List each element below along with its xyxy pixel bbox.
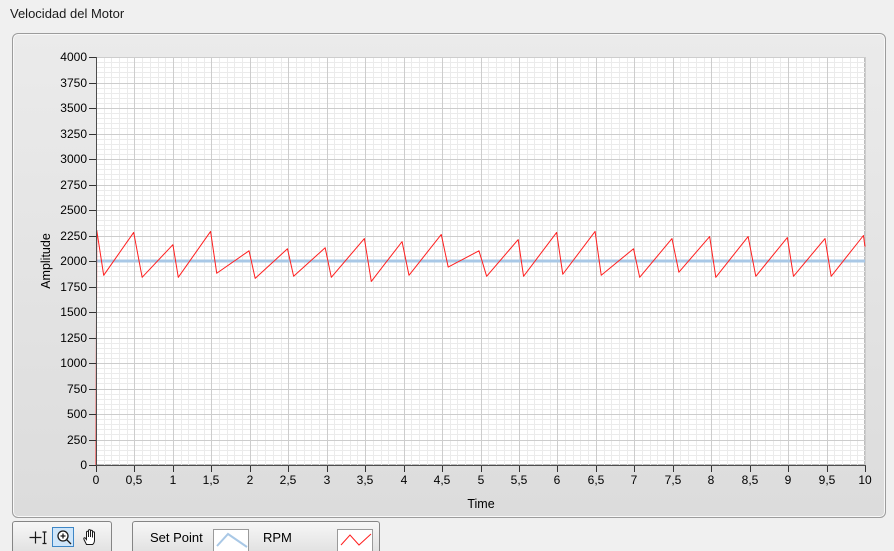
x-tick-label: 4 bbox=[401, 473, 408, 487]
y-tick-label: 2000 bbox=[60, 254, 87, 268]
legend-label-rpm: RPM bbox=[263, 530, 292, 545]
series-line-rpm bbox=[95, 229, 866, 466]
y-tick-label: 1000 bbox=[60, 356, 87, 370]
y-axis-title: Amplitude bbox=[39, 233, 53, 289]
x-tick-label: 6,5 bbox=[588, 473, 605, 487]
zoom-icon-shape bbox=[57, 530, 72, 545]
y-tick-label: 4000 bbox=[60, 50, 87, 64]
x-tick-label: 2,5 bbox=[280, 473, 297, 487]
y-tick-label: 3500 bbox=[60, 101, 87, 115]
line-sample-icon bbox=[340, 533, 372, 546]
y-tick-label: 2750 bbox=[60, 178, 87, 192]
y-tick-label: 0 bbox=[80, 458, 87, 472]
cursor-move-icon bbox=[29, 531, 47, 545]
pan-tool-button[interactable] bbox=[78, 527, 100, 547]
zoom-icon bbox=[57, 530, 72, 545]
x-tick-label: 0 bbox=[93, 473, 100, 487]
y-tick-label: 500 bbox=[67, 407, 87, 421]
zoom-tool-button[interactable] bbox=[52, 527, 74, 547]
y-tick-label: 3250 bbox=[60, 127, 87, 141]
x-tick-label: 7 bbox=[631, 473, 638, 487]
y-tick-label: 250 bbox=[67, 433, 87, 447]
x-tick-label: 9 bbox=[785, 473, 792, 487]
axes: 0250500750100012501500175020002250250027… bbox=[60, 50, 872, 487]
x-tick-label: 5 bbox=[478, 473, 485, 487]
waveform-chart: 0250500750100012501500175020002250250027… bbox=[39, 50, 872, 511]
legend-swatch-rpm[interactable] bbox=[337, 529, 373, 551]
y-tick-label: 1500 bbox=[60, 305, 87, 319]
x-tick-label: 1 bbox=[170, 473, 177, 487]
legend-label-set-point: Set Point bbox=[150, 530, 203, 545]
y-tick-label: 3750 bbox=[60, 76, 87, 90]
x-tick-label: 3 bbox=[324, 473, 331, 487]
x-tick-label: 8 bbox=[708, 473, 715, 487]
y-tick-label: 2250 bbox=[60, 229, 87, 243]
x-tick-label: 10 bbox=[858, 473, 872, 487]
x-tick-label: 3,5 bbox=[357, 473, 374, 487]
x-tick-label: 7,5 bbox=[665, 473, 682, 487]
x-tick-label: 0,5 bbox=[126, 473, 143, 487]
cursor-move-tool-button[interactable] bbox=[26, 527, 48, 547]
legend-swatch-set-point[interactable] bbox=[213, 529, 249, 551]
x-tick-label: 5,5 bbox=[511, 473, 528, 487]
x-tick-label: 8,5 bbox=[742, 473, 759, 487]
y-tick-label: 3000 bbox=[60, 152, 87, 166]
legend-item-rpm[interactable]: RPM bbox=[255, 522, 381, 551]
pan-hand-icon bbox=[83, 529, 95, 545]
y-tick-label: 750 bbox=[67, 382, 87, 396]
pan-hand-icon-shape bbox=[83, 529, 95, 545]
x-tick-label: 9,5 bbox=[819, 473, 836, 487]
line-sample-icon bbox=[216, 532, 248, 548]
legend-line-sample-rpm bbox=[340, 533, 372, 546]
y-tick-label: 1250 bbox=[60, 331, 87, 345]
x-tick-label: 2 bbox=[247, 473, 254, 487]
legend-item-set-point[interactable]: Set Point bbox=[133, 522, 255, 551]
graph-palette bbox=[12, 521, 112, 551]
plot-lines bbox=[95, 229, 866, 466]
cursor-move-icon-shape bbox=[29, 531, 47, 545]
x-tick-label: 4,5 bbox=[434, 473, 451, 487]
legend-line-sample-set-point bbox=[216, 532, 248, 548]
plot-legend: Set Point RPM bbox=[132, 521, 380, 551]
x-tick-label: 1,5 bbox=[203, 473, 220, 487]
chart-title: Velocidad del Motor bbox=[10, 6, 125, 21]
y-tick-label: 1750 bbox=[60, 280, 87, 294]
x-tick-label: 6 bbox=[554, 473, 561, 487]
x-axis-title: Time bbox=[467, 497, 494, 511]
y-tick-label: 2500 bbox=[60, 203, 87, 217]
